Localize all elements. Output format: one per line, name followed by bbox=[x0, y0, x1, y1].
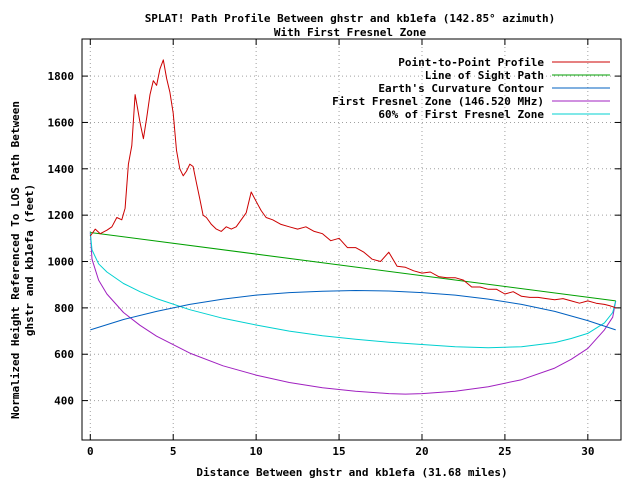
series-line-profile bbox=[89, 59, 616, 309]
series-line-curvature bbox=[90, 290, 616, 331]
chart-subtitle: With First Fresnel Zone bbox=[274, 26, 427, 39]
x-tick-label: 0 bbox=[87, 445, 94, 458]
series-layer bbox=[89, 59, 617, 395]
x-tick-label: 25 bbox=[498, 445, 511, 458]
plot-frame bbox=[81, 38, 622, 441]
y-tick-label: 1200 bbox=[48, 209, 75, 222]
y-tick-label: 800 bbox=[54, 302, 74, 315]
y-tick-label: 1600 bbox=[48, 116, 75, 129]
y-tick-label: 1400 bbox=[48, 163, 75, 176]
series-line-fresnel60 bbox=[89, 232, 617, 349]
y-axis-label-line2: ghstr and kb1efa (feet) bbox=[23, 184, 36, 336]
x-axis-label: Distance Between ghstr and kb1efa (31.68… bbox=[196, 466, 507, 479]
x-tick-label: 10 bbox=[250, 445, 263, 458]
legend-label-fresnel: First Fresnel Zone (146.520 MHz) bbox=[332, 95, 544, 108]
chart-title: SPLAT! Path Profile Between ghstr and kb… bbox=[145, 12, 556, 25]
x-tick-label: 15 bbox=[332, 445, 345, 458]
legend-label-los: Line of Sight Path bbox=[425, 69, 544, 82]
y-tick-label: 1800 bbox=[48, 70, 75, 83]
y-tick-label: 1000 bbox=[48, 256, 75, 269]
ticks: 0 5 10 15 20 25 30 400 600 800 1000 1200 1400 1600 180… bbox=[48, 39, 621, 458]
legend-label-fresnel60: 60% of First Fresnel Zone bbox=[378, 108, 544, 121]
x-tick-label: 20 bbox=[415, 445, 428, 458]
y-tick-label: 600 bbox=[54, 348, 74, 361]
legend-label-curvature: Earth's Curvature Contour bbox=[378, 82, 544, 95]
x-tick-label: 5 bbox=[170, 445, 177, 458]
legend-label-profile: Point-to-Point Profile bbox=[398, 56, 544, 69]
y-tick-label: 400 bbox=[54, 395, 74, 408]
x-tick-label: 30 bbox=[581, 445, 594, 458]
series-line-fresnel bbox=[89, 232, 617, 395]
y-axis-label-line1: Normalized Height Referenced To LOS Path… bbox=[9, 101, 22, 419]
series-line-los bbox=[90, 232, 616, 302]
